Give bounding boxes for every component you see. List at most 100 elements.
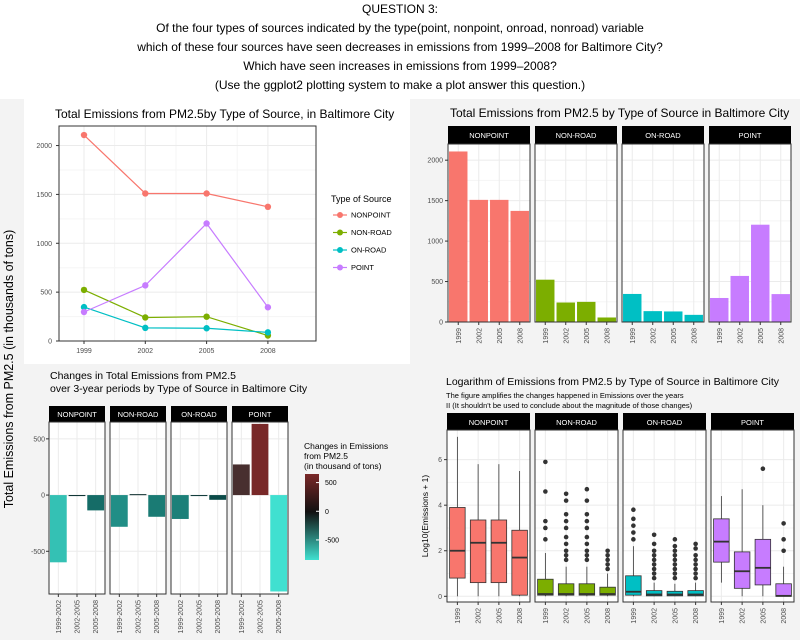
outlier-point xyxy=(651,541,657,547)
y-tick-label: 500 xyxy=(40,290,52,297)
panel-border xyxy=(58,125,317,342)
data-point xyxy=(80,286,88,294)
facet-panel xyxy=(622,144,704,322)
panel-border xyxy=(48,421,106,595)
x-tick-label: 2005-2008 xyxy=(215,600,222,634)
question-line: which of these four sources have seen de… xyxy=(137,40,663,54)
bar xyxy=(684,314,703,322)
question-line: (Use the ggplot2 plotting system to make… xyxy=(214,78,586,92)
panel-border xyxy=(446,429,531,603)
x-tick-label: 2005 xyxy=(497,328,504,344)
bar xyxy=(510,210,529,322)
bar xyxy=(190,495,208,497)
box xyxy=(713,518,730,563)
panel-border xyxy=(534,429,619,603)
panel-border xyxy=(447,143,531,323)
outlier-point xyxy=(563,498,569,503)
outlier-point xyxy=(693,571,698,576)
facet-strip-label: NON-ROAD xyxy=(118,410,159,419)
box xyxy=(775,583,792,597)
outlier-point xyxy=(651,552,657,558)
panel-border xyxy=(109,421,167,595)
x-tick-label: 2005 xyxy=(758,328,765,344)
outlier-point xyxy=(631,507,636,513)
legend-label: ON-ROAD xyxy=(351,246,387,255)
y-tick-label: 2000 xyxy=(36,143,52,150)
bar xyxy=(68,495,86,497)
y-tick-label: 0 xyxy=(48,339,52,346)
legend-title: from PM2.5 xyxy=(304,451,348,461)
x-tick-label: 2002 xyxy=(740,608,747,624)
outlier-point xyxy=(693,552,698,558)
box xyxy=(687,590,704,597)
outlier-point xyxy=(672,571,678,576)
data-point xyxy=(264,329,272,336)
bar xyxy=(643,311,662,322)
outlier-point xyxy=(672,552,678,558)
outlier-point xyxy=(605,557,610,563)
x-tick-label: 2002 xyxy=(138,348,154,355)
outlier-point xyxy=(672,537,678,542)
outlier-point xyxy=(693,541,698,547)
x-tick-label: 1999-2002 xyxy=(56,600,63,634)
legend-key-point xyxy=(337,264,343,271)
data-point xyxy=(203,313,210,320)
facet-strip-label: ON-ROAD xyxy=(181,410,217,419)
panel-border xyxy=(231,421,289,595)
facet-panel xyxy=(535,430,618,602)
box xyxy=(599,586,616,596)
outlier-point xyxy=(672,575,678,581)
outlier-point xyxy=(781,521,786,526)
box xyxy=(469,519,487,584)
y-tick-label: 2 xyxy=(438,548,442,555)
question-line: Of the four types of sources indicated b… xyxy=(156,21,644,35)
outlier-point xyxy=(651,557,657,563)
panel-border xyxy=(710,429,795,603)
panel-border xyxy=(708,143,792,323)
data-point xyxy=(80,131,88,139)
y-axis-label: Log10(Emissions + 1) xyxy=(420,475,430,558)
x-tick-label: 2005 xyxy=(671,328,678,344)
series-line xyxy=(83,306,268,333)
x-tick-label: 2008 xyxy=(517,328,524,344)
x-tick-label: 1999-2002 xyxy=(178,600,185,634)
x-tick-label: 2002 xyxy=(476,328,483,344)
outlier-point xyxy=(651,562,657,567)
x-tick-label: 2002 xyxy=(652,608,659,624)
box-plot-chart: Logarithm of Emissions from PM2.5 by Typ… xyxy=(420,376,795,624)
facet-strip-label: NON-ROAD xyxy=(556,418,597,427)
x-tick-label: 2005-2008 xyxy=(154,600,161,634)
y-tick-label: 0 xyxy=(439,320,443,327)
legend-label: NON-ROAD xyxy=(351,228,392,237)
bar xyxy=(110,495,128,527)
bar xyxy=(597,317,616,322)
box xyxy=(490,519,508,584)
box xyxy=(666,590,684,597)
x-tick-label: 1999-2002 xyxy=(117,600,124,634)
outlier-point xyxy=(693,566,698,572)
bar xyxy=(771,294,790,322)
bar xyxy=(449,151,468,322)
bar xyxy=(148,495,166,517)
facet-strip xyxy=(711,413,794,430)
bar xyxy=(232,464,250,496)
x-tick-label: 2005 xyxy=(199,348,215,355)
facet-strip-label: NONPOINT xyxy=(469,418,509,427)
outlier-point xyxy=(693,546,698,551)
facet-strip xyxy=(622,126,704,144)
facet-strip-label: POINT xyxy=(739,131,762,140)
box xyxy=(537,578,554,596)
facet-strip xyxy=(171,406,227,422)
x-tick-label: 1999 xyxy=(717,328,724,344)
y-tick-label: -500 xyxy=(31,549,45,556)
x-tick-label: 2002 xyxy=(737,328,744,344)
outlier-point xyxy=(563,491,569,497)
outlier-point xyxy=(631,516,636,522)
box xyxy=(733,551,751,589)
x-tick-label: 2005 xyxy=(584,328,591,344)
outlier-point xyxy=(584,557,590,563)
outlier-point xyxy=(563,552,569,558)
facet-strip xyxy=(110,406,166,422)
outlier-point xyxy=(563,534,569,540)
bar xyxy=(87,495,105,511)
